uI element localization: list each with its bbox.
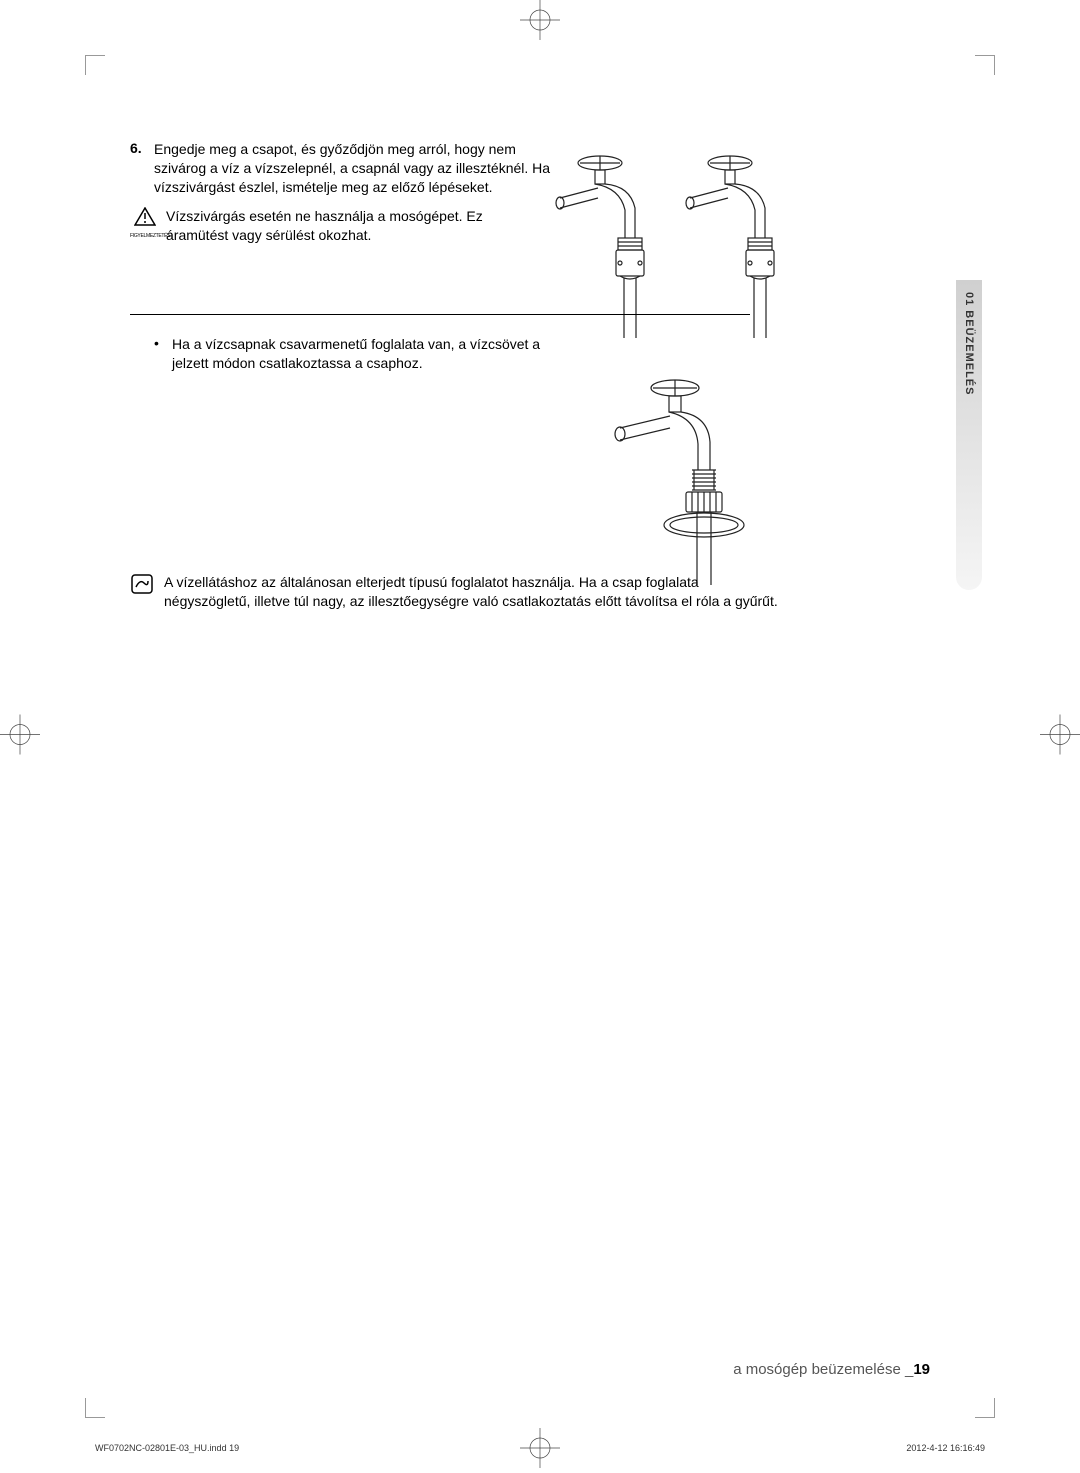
crop-mark-bottom: [520, 1428, 560, 1473]
note-icon: [130, 573, 156, 600]
bullet-text: Ha a vízcsapnak csavarmenetű foglalata v…: [172, 335, 572, 373]
trim-corner-tl: [85, 55, 105, 75]
footer-meta-right: 2012-4-12 16:16:49: [906, 1443, 985, 1453]
footer-meta-left: WF0702NC-02801E-03_HU.indd 19: [95, 1443, 239, 1453]
divider: [130, 314, 750, 315]
footer-title: a mosógép beüzemelése _19: [733, 1361, 930, 1378]
footer-page-number: 19: [913, 1361, 930, 1378]
trim-corner-tr: [975, 55, 995, 75]
warning-block: FIGYELMEZTETÉS Vízszivárgás esetén ne ha…: [130, 207, 790, 245]
step-text: Engedje meg a csapot, és győződjön meg a…: [154, 140, 554, 197]
section-tab-label: 01 BEÜZEMELÉS: [963, 292, 975, 395]
bullet-marker: •: [154, 335, 172, 373]
warning-label: FIGYELMEZTETÉS: [130, 233, 160, 239]
trim-corner-br: [975, 1398, 995, 1418]
content-area: 6. Engedje meg a csapot, és győződjön me…: [130, 140, 790, 611]
footer-title-text: a mosógép beüzemelése _: [733, 1361, 913, 1378]
warning-text: Vízszivárgás esetén ne használja a mosóg…: [166, 207, 546, 245]
note-block: A vízellátáshoz az általánosan elterjedt…: [130, 573, 790, 611]
crop-mark-right: [1040, 714, 1080, 759]
trim-corner-bl: [85, 1398, 105, 1418]
note-text: A vízellátáshoz az általánosan elterjedt…: [164, 573, 784, 611]
bullet-item: • Ha a vízcsapnak csavarmenetű foglalata…: [154, 335, 790, 373]
section-tab: 01 BEÜZEMELÉS: [956, 280, 982, 590]
step-number: 6.: [130, 140, 154, 197]
warning-icon: FIGYELMEZTETÉS: [130, 207, 160, 239]
crop-mark-top: [520, 0, 560, 45]
step-6: 6. Engedje meg a csapot, és győződjön me…: [130, 140, 790, 197]
crop-mark-left: [0, 714, 40, 759]
